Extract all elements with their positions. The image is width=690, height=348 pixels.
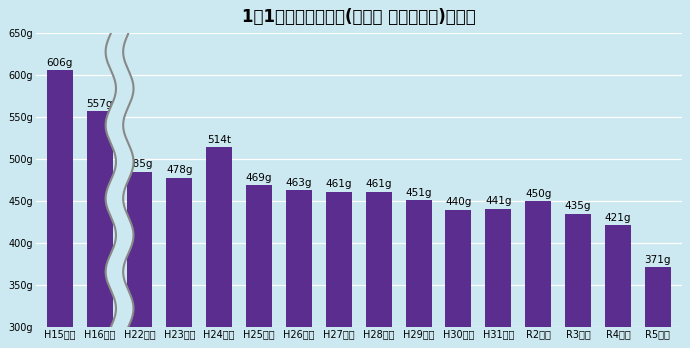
Bar (126, 172, 152, 327)
Bar (326, 192, 352, 327)
Text: 478g: 478g (166, 165, 193, 175)
Bar (565, 214, 591, 327)
Text: 461g: 461g (326, 179, 352, 189)
Bar (206, 148, 233, 327)
Text: 451g: 451g (405, 188, 432, 198)
Bar (446, 209, 471, 327)
Bar (406, 200, 431, 327)
Text: 606g: 606g (47, 58, 73, 68)
Bar (366, 192, 392, 327)
Bar (525, 201, 551, 327)
Bar (485, 209, 511, 327)
Text: 557g: 557g (86, 99, 113, 109)
Bar (166, 177, 193, 327)
Text: 441g: 441g (485, 196, 511, 206)
Text: 469g: 469g (246, 173, 273, 183)
Bar (644, 267, 671, 327)
Polygon shape (106, 33, 134, 327)
Text: 440g: 440g (445, 197, 471, 207)
Text: 371g: 371g (644, 255, 671, 265)
Text: 421g: 421g (604, 213, 631, 223)
Bar (286, 190, 312, 327)
Bar (87, 111, 112, 327)
Text: 514t: 514t (207, 135, 231, 145)
Bar (605, 226, 631, 327)
Text: 450g: 450g (525, 189, 551, 199)
Text: 463g: 463g (286, 178, 312, 188)
Text: 461g: 461g (366, 179, 392, 189)
Bar (47, 70, 72, 327)
Text: 435g: 435g (565, 201, 591, 211)
Title: 1人1日あたりごみ量(市収集 可燃＋不燃)の推移: 1人1日あたりごみ量(市収集 可燃＋不燃)の推移 (242, 8, 475, 26)
Bar (246, 185, 272, 327)
Text: 485g: 485g (126, 159, 152, 169)
